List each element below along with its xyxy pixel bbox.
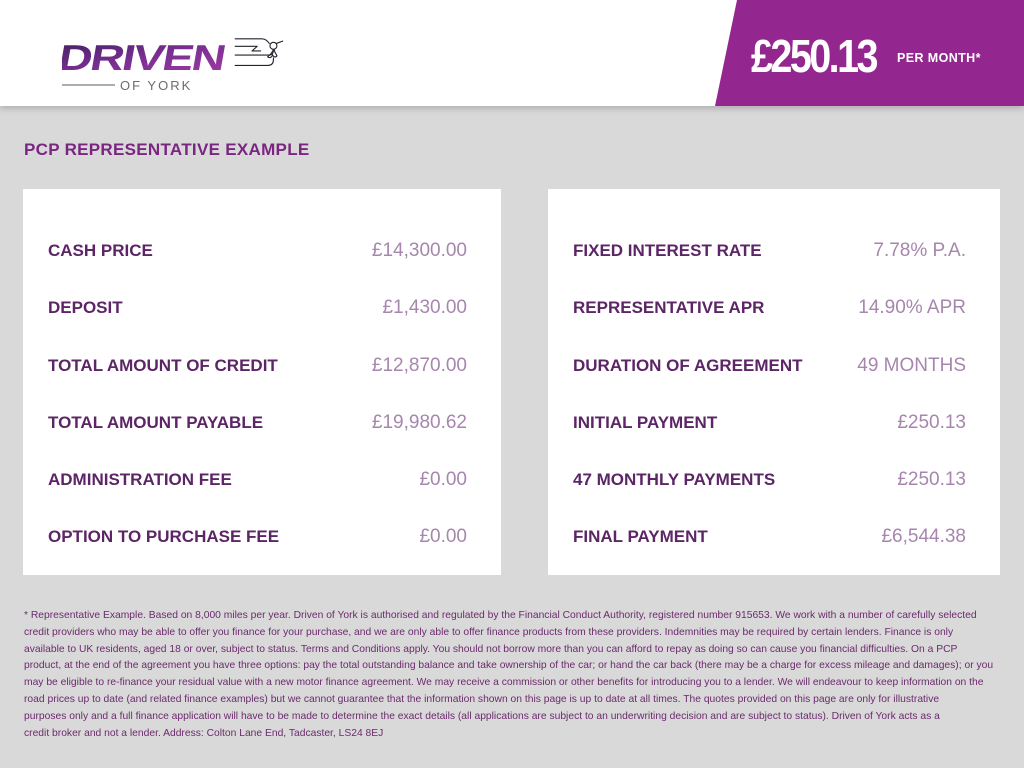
svg-text:OF YORK: OF YORK: [120, 78, 192, 93]
svg-text:DRIVEN: DRIVEN: [62, 37, 228, 78]
